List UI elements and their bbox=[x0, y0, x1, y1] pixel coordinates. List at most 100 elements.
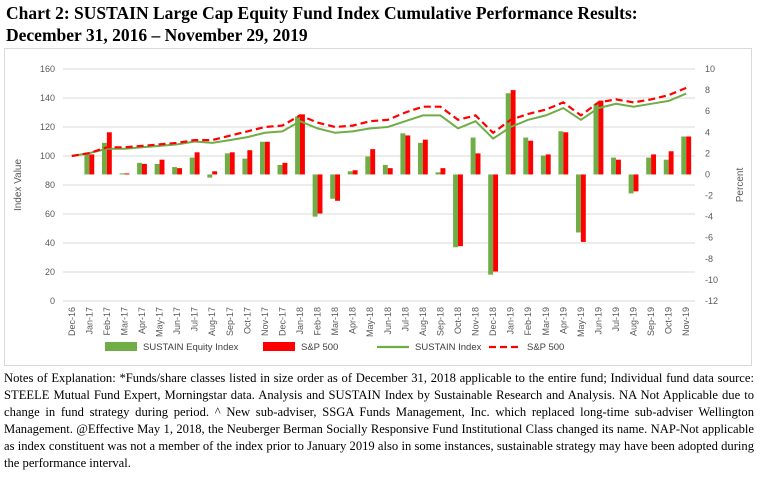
sp500-bar bbox=[317, 174, 323, 214]
sustain-equity-bar bbox=[119, 173, 125, 175]
y-left-tick-label: 40 bbox=[45, 238, 55, 248]
legend-label: SUSTAIN Index bbox=[415, 342, 482, 353]
sp500-dashed-line bbox=[71, 86, 687, 158]
sp500-bar bbox=[247, 150, 253, 175]
sustain-equity-bar bbox=[505, 93, 511, 175]
x-tick-label: Oct-17 bbox=[242, 307, 252, 334]
x-tick-label: Dec-16 bbox=[67, 307, 77, 336]
sustain-equity-bar bbox=[365, 156, 371, 175]
x-tick-label: Feb-19 bbox=[523, 307, 533, 336]
sustain-equity-bar bbox=[628, 174, 634, 194]
x-tick-label: Aug-18 bbox=[418, 307, 428, 336]
sustain-equity-bar bbox=[488, 174, 494, 275]
x-tick-label: Aug-17 bbox=[207, 307, 217, 336]
y-right-tick-label: 8 bbox=[705, 85, 710, 95]
y-right-tick-label: -2 bbox=[705, 191, 713, 201]
x-tick-label: Jun-19 bbox=[593, 307, 603, 335]
y-right-tick-label: 6 bbox=[705, 106, 710, 116]
x-tick-label: Jul-19 bbox=[611, 307, 621, 332]
y-left-tick-label: 20 bbox=[45, 267, 55, 277]
sp500-bar bbox=[405, 135, 411, 175]
legend-swatch bbox=[263, 342, 295, 351]
combo-chart: 0 20 40 60 80 100 120 140 160 -12 -10 -8 -6 -4 -2 0 2 4 6 8… bbox=[13, 64, 746, 353]
sp500-bar bbox=[264, 141, 270, 175]
x-tick-label: Jan-17 bbox=[84, 307, 94, 335]
sp500-bar bbox=[616, 159, 621, 175]
x-tick-label: Mar-17 bbox=[119, 307, 129, 336]
sp500-bar bbox=[177, 168, 183, 175]
y-right-tick-label: 10 bbox=[705, 64, 715, 74]
sp500-bar bbox=[580, 174, 586, 242]
sp500-bar bbox=[124, 173, 130, 175]
x-tick-label: May-19 bbox=[576, 307, 586, 337]
x-tick-label: Nov-18 bbox=[471, 307, 481, 336]
sp500-bar bbox=[475, 153, 481, 175]
legend-label: S&P 500 bbox=[301, 342, 338, 353]
x-tick-label: Feb-18 bbox=[313, 307, 323, 336]
x-tick-label: May-17 bbox=[155, 307, 165, 337]
sp500-bar bbox=[159, 159, 165, 175]
x-tick-label: Jun-18 bbox=[383, 307, 393, 335]
y-right-tick-label: -8 bbox=[705, 254, 713, 264]
x-tick-label: Jan-18 bbox=[295, 307, 305, 335]
y-left-tick-label: 100 bbox=[40, 151, 55, 161]
x-tick-label: Jul-17 bbox=[190, 307, 200, 332]
sp500-bar bbox=[686, 136, 692, 175]
sustain-equity-bar bbox=[189, 157, 195, 175]
notes-of-explanation: Notes of Explanation: *Funds/share class… bbox=[4, 371, 754, 470]
sp500-bar bbox=[194, 152, 200, 175]
sp500-bar bbox=[598, 100, 604, 175]
sp500-bar bbox=[370, 149, 376, 175]
sustain-equity-bar bbox=[593, 103, 599, 175]
sustain-equity-bar bbox=[84, 154, 90, 175]
sustain-equity-bar bbox=[242, 158, 248, 175]
sustain-equity-bar bbox=[646, 157, 652, 175]
x-tick-label: Jan-19 bbox=[506, 307, 516, 335]
sp500-bar bbox=[89, 154, 95, 175]
sustain-equity-bar bbox=[663, 159, 669, 175]
sustain-equity-bar bbox=[101, 142, 107, 175]
sp500-bar bbox=[282, 162, 288, 175]
sustain-equity-bar bbox=[224, 153, 230, 175]
x-tick-label: Dec-18 bbox=[488, 307, 498, 336]
y-right-tick-label: -6 bbox=[705, 233, 713, 243]
sp500-bar bbox=[142, 163, 147, 175]
x-tick-label: Nov-19 bbox=[681, 307, 691, 336]
sustain-equity-bar bbox=[295, 116, 300, 175]
y-right-tick-label: 0 bbox=[705, 169, 710, 179]
x-tick-label: Dec-17 bbox=[277, 307, 287, 336]
sp500-bar bbox=[563, 132, 569, 175]
chart-title: Chart 2: SUSTAIN Large Cap Equity Fund I… bbox=[6, 2, 756, 46]
x-tick-label: Mar-19 bbox=[541, 307, 551, 336]
sp500-bar bbox=[651, 154, 657, 175]
x-tick-label: Sep-19 bbox=[646, 307, 656, 336]
sp500-bar bbox=[335, 174, 341, 201]
sustain-equity-bar bbox=[277, 164, 283, 175]
sp500-bar bbox=[493, 174, 499, 272]
sustain-equity-bar bbox=[347, 171, 353, 175]
y-right-tick-label: -12 bbox=[705, 296, 718, 306]
sustain-equity-bar bbox=[417, 142, 423, 175]
sustain-equity-bar bbox=[611, 157, 616, 175]
y-right-tick-label: 2 bbox=[705, 148, 710, 158]
sp500-bar bbox=[633, 174, 639, 192]
sustain-equity-bar bbox=[453, 174, 458, 248]
legend-label: S&P 500 bbox=[527, 342, 564, 353]
x-tick-label: Aug-19 bbox=[629, 307, 639, 336]
sustain-equity-bar bbox=[154, 163, 160, 175]
x-tick-label: Sep-17 bbox=[225, 307, 235, 336]
y-left-tick-label: 160 bbox=[40, 64, 55, 74]
y-left-tick-label: 0 bbox=[50, 296, 55, 306]
y-right-tick-label: 4 bbox=[705, 127, 710, 137]
sustain-equity-bar bbox=[207, 174, 213, 178]
sp500-bar bbox=[300, 114, 305, 175]
legend-label: SUSTAIN Equity Index bbox=[143, 342, 239, 353]
sustain-equity-bar bbox=[523, 137, 529, 175]
sp500-bar bbox=[229, 152, 235, 175]
x-tick-label: Sep-18 bbox=[435, 307, 445, 336]
sustain-equity-bar bbox=[681, 136, 687, 175]
sp500-bar bbox=[668, 151, 674, 175]
sustain-equity-bar bbox=[470, 137, 476, 175]
sustain-equity-bar bbox=[312, 174, 318, 217]
y-right-tick-label: -4 bbox=[705, 212, 713, 222]
